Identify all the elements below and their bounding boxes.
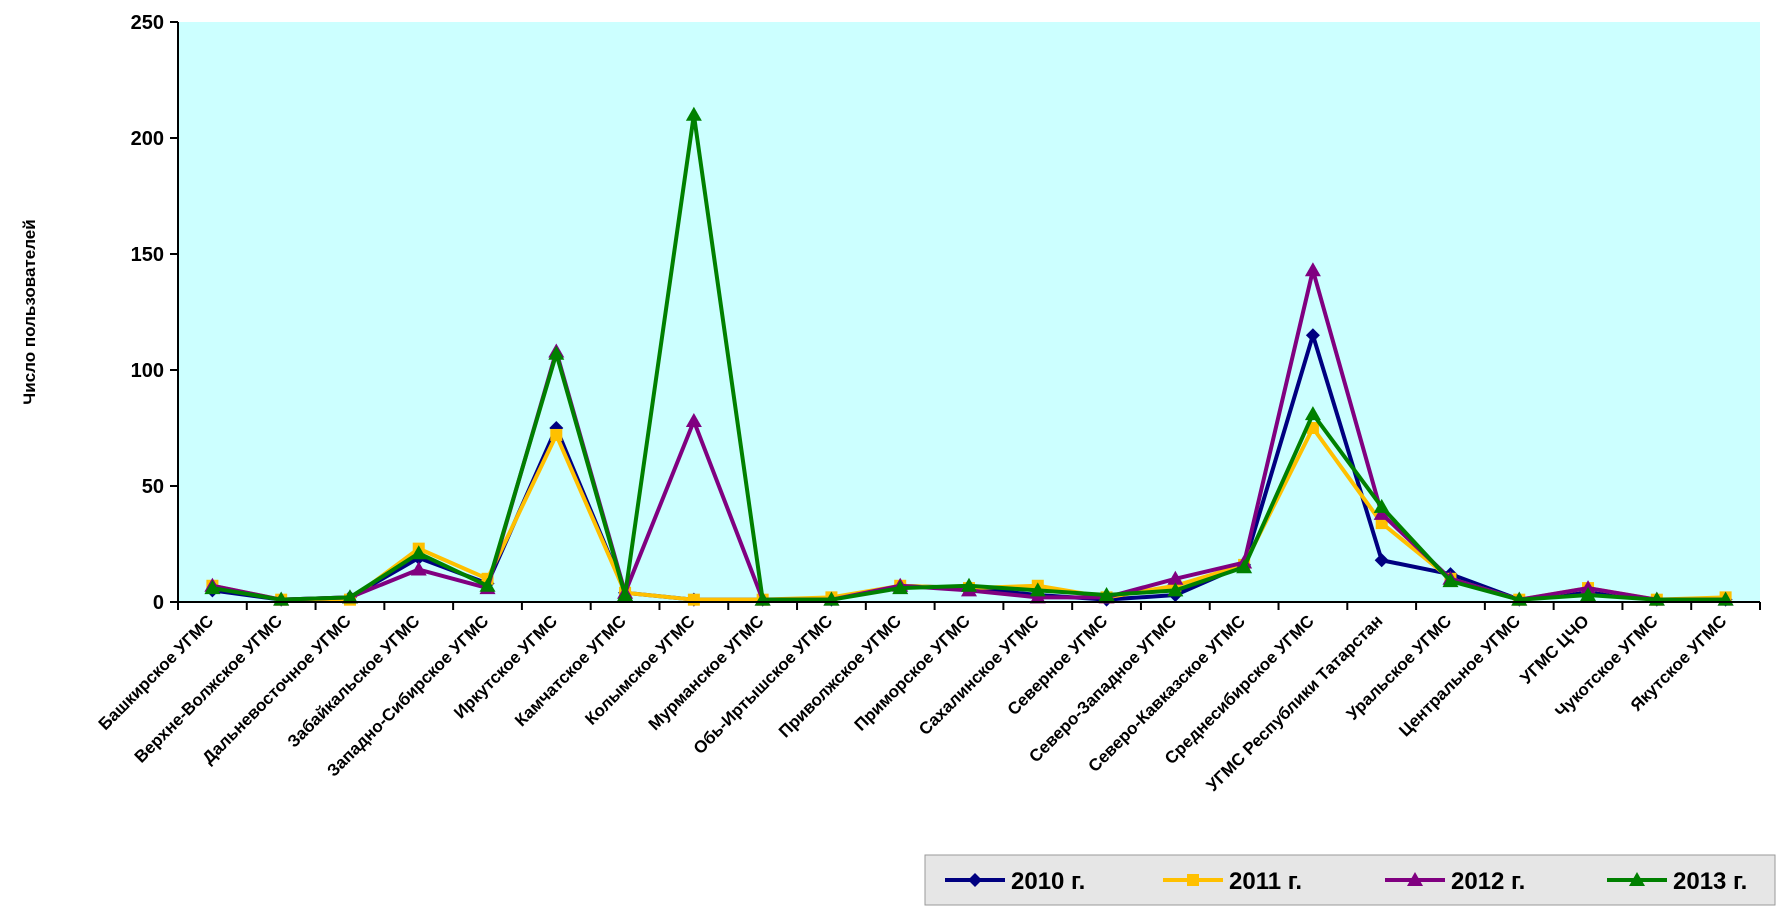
legend-label: 2012 г.	[1451, 868, 1525, 895]
data-point	[548, 345, 565, 360]
category-label: Мурманское УГМС	[645, 611, 768, 734]
data-point	[410, 545, 427, 560]
data-point	[1305, 328, 1320, 343]
legend-marker	[1629, 872, 1645, 886]
legend-item: 2012 г.	[1385, 868, 1525, 895]
data-point	[341, 589, 358, 604]
category-label: Сахалинское УГМС	[915, 611, 1043, 739]
data-point	[687, 593, 700, 606]
legend-marker	[1187, 874, 1199, 886]
y-tick-label: 100	[131, 360, 164, 382]
plot-area	[178, 22, 1760, 602]
y-tick-label: 150	[131, 244, 164, 266]
data-point	[961, 577, 977, 592]
legend-label: 2010 г.	[1011, 868, 1085, 895]
data-point	[1167, 582, 1184, 597]
data-point	[204, 580, 221, 595]
y-tick-label: 50	[142, 476, 164, 498]
legend-label: 2011 г.	[1229, 868, 1302, 895]
data-point	[1304, 262, 1321, 277]
category-label: Приморское УГМС	[851, 611, 974, 734]
y-tick-label: 250	[131, 12, 164, 34]
data-point	[550, 428, 563, 441]
data-point	[479, 577, 496, 592]
y-axis-title: Число пользователей	[20, 219, 39, 404]
legend-label: 2013 г.	[1673, 868, 1747, 895]
legend-marker	[968, 873, 982, 887]
category-label: Башкирское УГМС	[95, 611, 217, 733]
category-label: Центральное УГМС	[1395, 611, 1524, 740]
data-point	[410, 561, 427, 576]
data-point	[1236, 559, 1253, 574]
legend-marker	[1407, 872, 1423, 886]
data-point	[617, 587, 634, 602]
legend-item: 2011 г.	[1163, 868, 1302, 895]
data-point	[1373, 498, 1390, 513]
legend-item: 2010 г.	[945, 868, 1085, 895]
data-point	[1375, 517, 1388, 530]
data-point	[1580, 587, 1597, 602]
category-label: Забайкальское УГМС	[284, 611, 424, 751]
y-tick-label: 0	[153, 592, 164, 614]
data-point	[1304, 406, 1321, 421]
data-point	[1029, 582, 1046, 597]
data-point	[1374, 553, 1389, 568]
data-point	[1098, 587, 1115, 602]
data-point	[1167, 570, 1184, 585]
data-point	[892, 580, 909, 595]
category-label: Приволжское УГМС	[775, 611, 905, 741]
data-point	[1442, 573, 1459, 588]
data-point	[685, 106, 702, 121]
category-label: УГМС ЦЧО	[1517, 611, 1593, 687]
y-axis-ticks: 0 50 100 150 200 250	[131, 12, 178, 614]
data-point	[685, 413, 702, 428]
y-tick-label: 200	[131, 128, 164, 150]
category-label: Обь-Иртышское УГМС	[690, 611, 837, 758]
legend-item: 2013 г.	[1607, 868, 1747, 895]
legend: 2010 г. 2011 г. 2012 г. 2013 г.	[924, 854, 1776, 906]
